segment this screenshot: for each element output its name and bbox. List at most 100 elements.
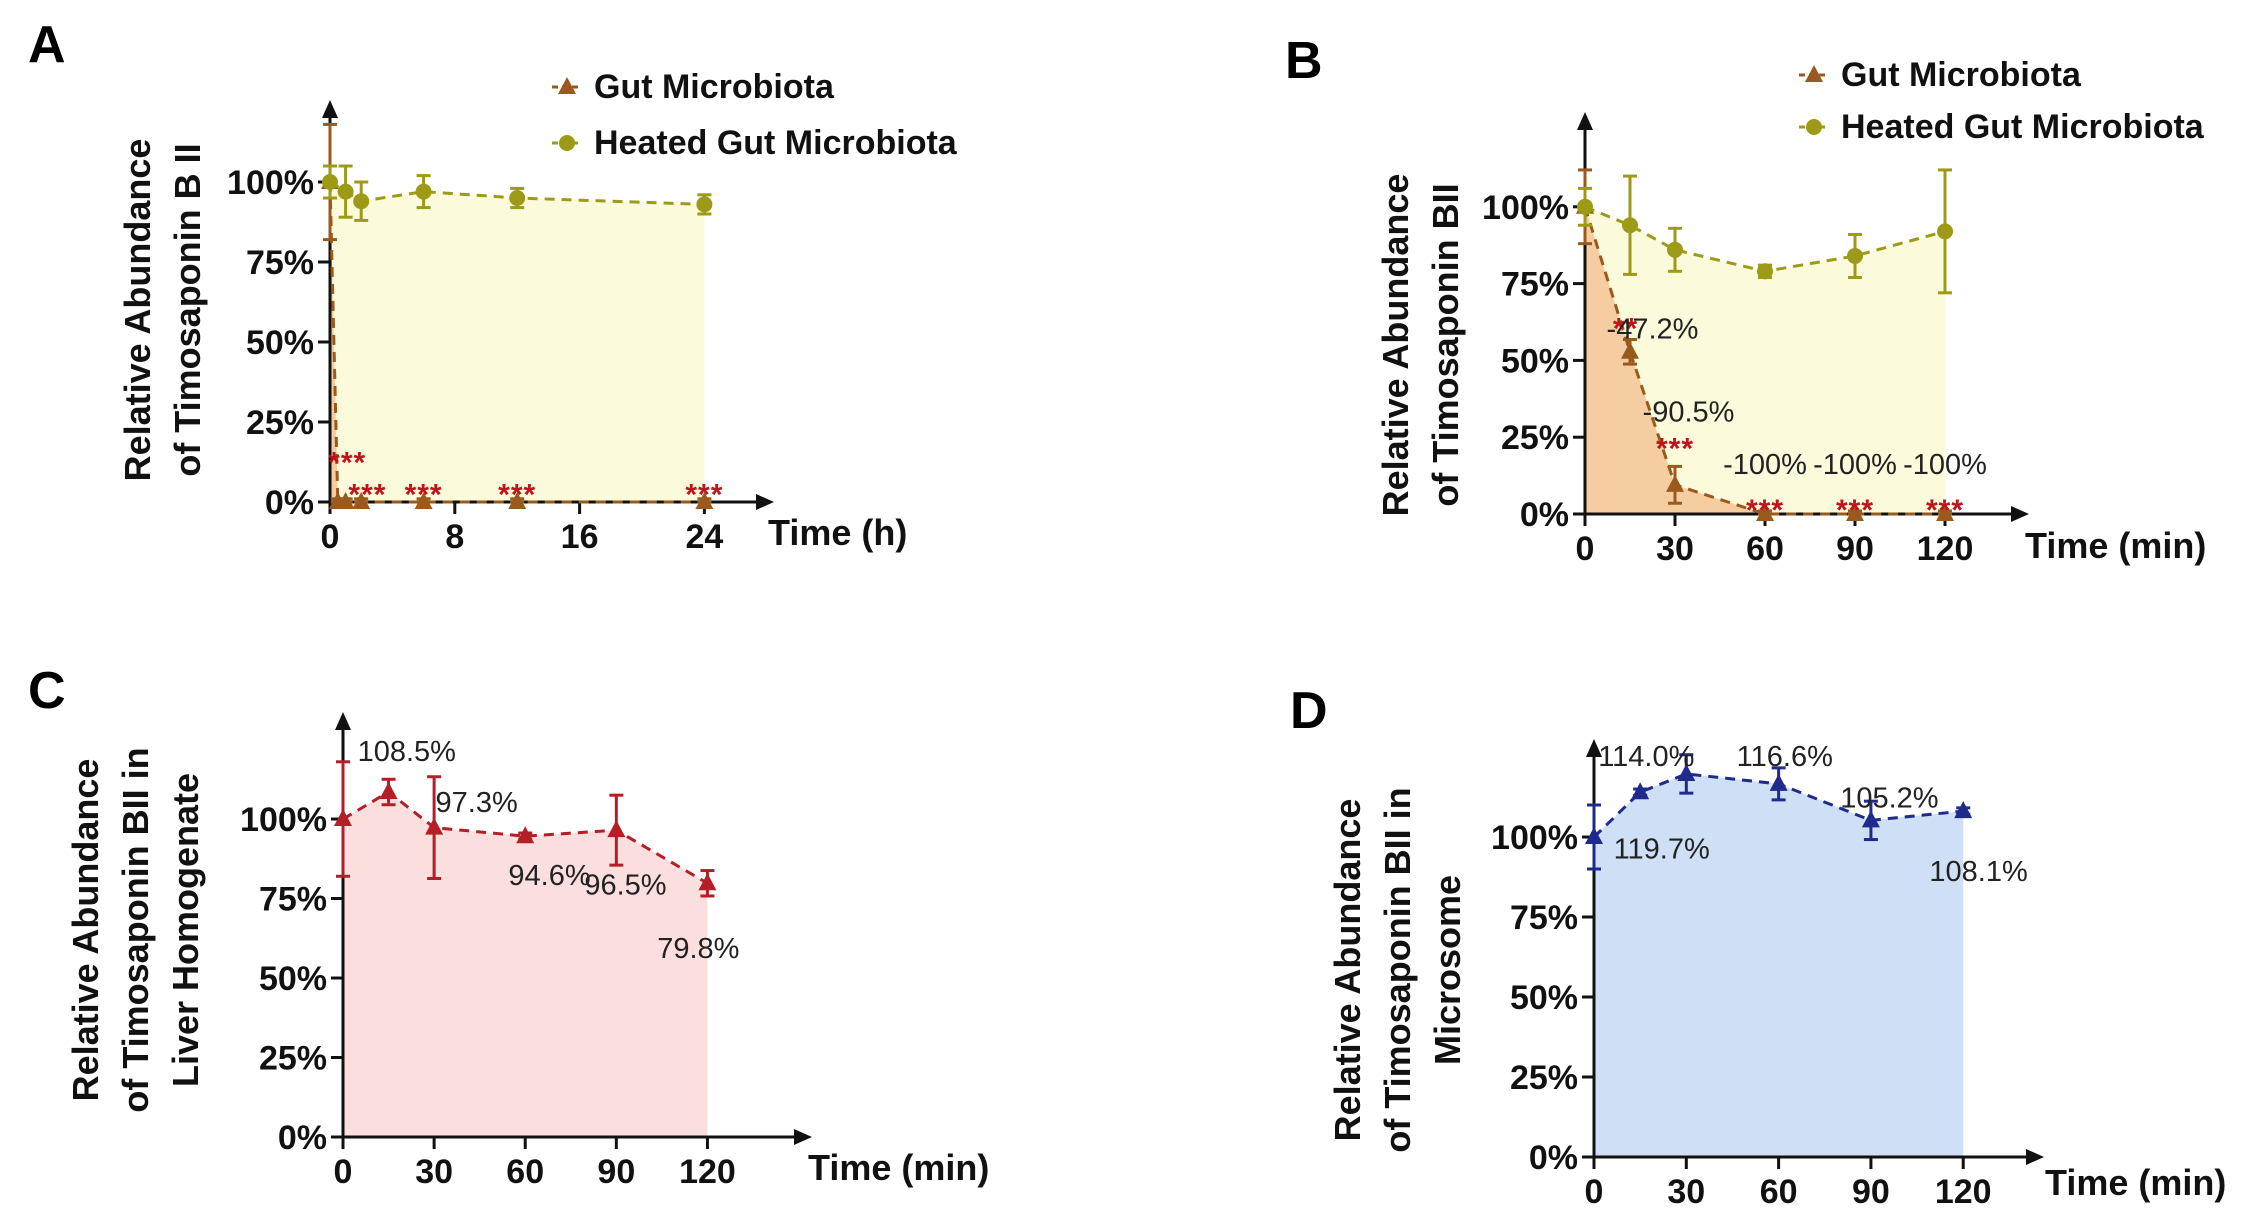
y-axis-title-line: Relative Abundance [117, 139, 158, 482]
x-axis-arrow [2026, 1149, 2044, 1165]
data-point-triangle [1936, 504, 1954, 521]
legend-marker-circle [559, 135, 575, 151]
series-area-0 [1594, 773, 1964, 1157]
series-line-1 [1584, 205, 1946, 273]
x-tick-label: 0 [1585, 1173, 1604, 1211]
percent-label: -100% [1813, 449, 1897, 481]
data-point-circle [1577, 198, 1593, 215]
percent-label: -47.2% [1607, 314, 1699, 346]
data-point-triangle [1846, 504, 1864, 521]
data-point-triangle [336, 492, 355, 509]
y-tick-label: 100% [240, 801, 327, 839]
data-point-circle [322, 174, 338, 190]
series-area-1 [330, 182, 705, 502]
significance-label: *** [1836, 494, 1874, 527]
percent-label: 96.5% [584, 870, 666, 902]
y-tick-label: 25% [259, 1040, 327, 1078]
data-point-triangle [1756, 504, 1774, 521]
x-tick-label: 30 [415, 1153, 453, 1191]
data-point-triangle [1621, 341, 1639, 359]
y-axis-arrow [1577, 112, 1593, 130]
y-tick-label: 100% [1482, 189, 1569, 227]
y-axis-title-line: Liver Homogenate [165, 773, 206, 1087]
percent-label: 108.1% [1929, 856, 2027, 888]
legend-entry: Heated Gut Microbiota [1841, 108, 2205, 146]
x-axis-title: Time (min) [2045, 1162, 2226, 1203]
y-tick-label: 100% [227, 164, 314, 202]
significance-label: *** [1746, 494, 1784, 527]
series-line-1 [329, 180, 705, 206]
legend-marker-triangle [558, 77, 576, 94]
y-tick-label: 25% [1510, 1059, 1578, 1097]
x-axis-arrow [2011, 506, 2029, 522]
y-axis-title-line: of Timosaponin B II [167, 143, 208, 476]
legend-marker-triangle [1805, 65, 1823, 82]
significance-label: *** [498, 478, 536, 511]
y-tick-label: 50% [259, 960, 327, 998]
legend-entry: Gut Microbiota [1841, 56, 2082, 94]
y-axis-title: Relative Abundance of Timosaponin B II [117, 139, 208, 482]
significance-label: *** [348, 478, 386, 511]
series-line-0 [1583, 206, 1945, 516]
legend-entry: Heated Gut Microbiota [594, 124, 958, 162]
y-axis-title: Relative Abundance of Timosaponin BII [1375, 174, 1466, 517]
legend-entry: Gut Microbiota [594, 68, 835, 106]
percent-label: 108.5% [358, 736, 456, 768]
y-axis-arrow [1586, 739, 1602, 757]
y-axis-title-line: of Timosaponin BII [1425, 183, 1466, 506]
data-point-triangle [1954, 801, 1973, 819]
panel-d: D 0% 25% 50% 75% 100% 0 30 60 90 120 Time (min) Rela… [1290, 682, 2226, 1211]
panel-letter: C [28, 662, 66, 720]
percent-label: 94.6% [508, 860, 590, 892]
x-tick-label: 30 [1667, 1173, 1705, 1211]
panel-a: A 0% 25% 50% 75% 100% 0 8 16 24 Time (h) Relative A… [28, 16, 958, 556]
y-tick-label: 75% [1510, 899, 1578, 937]
data-point-triangle [1861, 810, 1880, 828]
x-tick-label: 60 [506, 1153, 544, 1191]
x-tick-label: 16 [561, 518, 599, 556]
percent-label: 116.6% [1737, 741, 1833, 773]
data-point-triangle [1666, 474, 1684, 492]
y-axis-title: Relative Abundance of Timosaponin BII in L… [65, 747, 206, 1112]
data-point-circle [337, 183, 354, 200]
data-point-triangle [516, 826, 535, 844]
y-tick-label: 25% [246, 404, 314, 442]
significance-label: *** [328, 446, 366, 479]
data-point-triangle [414, 492, 433, 509]
x-tick-label: 24 [685, 518, 723, 556]
y-tick-label: 0% [1520, 496, 1569, 534]
x-tick-label: 0 [321, 518, 340, 556]
x-tick-label: 0 [334, 1153, 353, 1191]
data-point-triangle [352, 492, 371, 509]
data-point-triangle [425, 817, 444, 835]
x-tick-label: 30 [1656, 530, 1694, 568]
y-tick-label: 25% [1501, 419, 1569, 457]
y-tick-label: 50% [1510, 979, 1578, 1017]
significance-label: ** [1613, 313, 1638, 346]
y-axis-title-line: of Timosaponin BII in [115, 747, 156, 1112]
y-axis-arrow [322, 100, 338, 118]
series-line-0 [342, 790, 709, 885]
x-axis-arrow [794, 1129, 812, 1145]
percent-label: 114.0% [1598, 741, 1694, 773]
x-tick-label: 120 [1935, 1173, 1992, 1211]
percent-label: -90.5% [1643, 397, 1735, 429]
data-point-circle [1937, 223, 1953, 240]
significance-label: *** [405, 478, 443, 511]
data-point-circle [1667, 241, 1683, 258]
percent-label: 79.8% [657, 933, 739, 965]
y-axis-arrow [335, 712, 351, 730]
x-tick-label: 120 [679, 1153, 736, 1191]
series-area-0 [343, 792, 708, 1137]
y-tick-label: 75% [246, 244, 314, 282]
y-axis-title-line: Microsome [1427, 875, 1468, 1065]
percent-label: -100% [1723, 449, 1807, 481]
series-line-0 [1592, 772, 1964, 839]
significance-label: *** [1656, 432, 1694, 465]
data-point-triangle [607, 820, 626, 838]
panel-letter: D [1290, 682, 1328, 740]
x-axis-title: Time (min) [2025, 525, 2206, 566]
series-area-0 [1585, 206, 1945, 515]
significance-label: *** [1926, 494, 1964, 527]
